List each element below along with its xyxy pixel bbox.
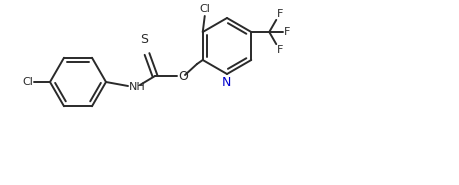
- Text: F: F: [277, 45, 283, 55]
- Text: Cl: Cl: [22, 77, 33, 87]
- Text: N: N: [221, 76, 230, 89]
- Text: Cl: Cl: [199, 4, 210, 14]
- Text: NH: NH: [129, 82, 146, 92]
- Text: F: F: [277, 9, 283, 19]
- Text: O: O: [178, 70, 187, 83]
- Text: S: S: [140, 33, 148, 46]
- Text: F: F: [284, 27, 290, 37]
